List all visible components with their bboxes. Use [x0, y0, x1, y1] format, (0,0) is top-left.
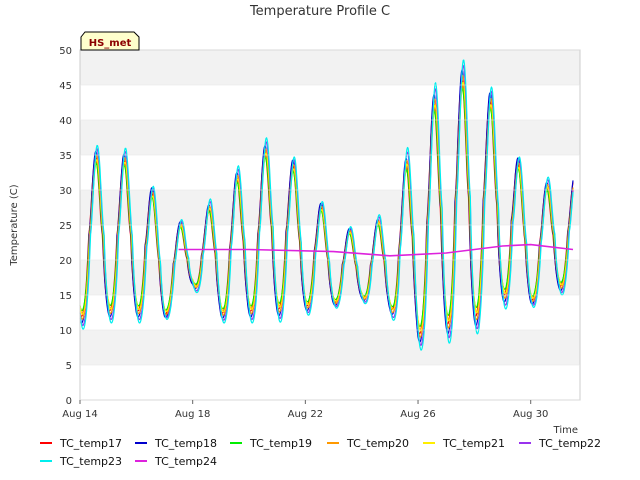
- y-tick-label: 0: [66, 396, 72, 407]
- y-tick-label: 20: [59, 256, 72, 267]
- legend-label: TC_temp21: [442, 437, 505, 450]
- legend-label: TC_temp18: [154, 437, 217, 450]
- legend-label: TC_temp22: [538, 437, 601, 450]
- x-axis-title: Time: [553, 425, 578, 436]
- x-tick-label: Aug 22: [288, 409, 323, 420]
- y-tick-label: 10: [59, 326, 72, 337]
- legend-label: TC_temp17: [59, 437, 122, 450]
- legend-label: TC_temp20: [346, 437, 409, 450]
- x-axis: Aug 14 Aug 18 Aug 22 Aug 26 Aug 30: [62, 400, 548, 420]
- y-tick-label: 15: [59, 291, 72, 302]
- x-tick-label: Aug 30: [513, 409, 548, 420]
- grid-band: [80, 120, 580, 155]
- legend-label: TC_temp23: [59, 455, 122, 468]
- legend: TC_temp17 TC_temp18 TC_temp19 TC_temp20 TC_t…: [40, 437, 601, 468]
- series-layer: [79, 59, 574, 351]
- y-tick-label: 25: [59, 221, 72, 232]
- y-tick-label: 35: [59, 151, 72, 162]
- y-tick-label: 5: [66, 361, 72, 372]
- x-tick-label: Aug 14: [62, 409, 97, 420]
- site-badge: HS_met: [80, 31, 140, 51]
- y-axis-title: Temperature (C): [9, 184, 20, 266]
- series-line-tc_temp24: [178, 243, 574, 257]
- x-tick-label: Aug 18: [175, 409, 210, 420]
- legend-label: TC_temp19: [249, 437, 312, 450]
- y-tick-label: 40: [59, 116, 72, 127]
- site-badge-label: HS_met: [89, 38, 132, 49]
- legend-label: TC_temp24: [154, 455, 217, 468]
- y-tick-label: 30: [59, 186, 72, 197]
- chart-title: Temperature Profile C: [249, 4, 390, 19]
- y-tick-label: 45: [59, 81, 72, 92]
- y-axis: 0 5 10 15 20 25 30 35 40 45 50: [59, 46, 580, 407]
- x-tick-label: Aug 26: [400, 409, 435, 420]
- y-tick-label: 50: [59, 46, 72, 57]
- grid-band: [80, 50, 580, 85]
- grid-band: [80, 330, 580, 365]
- series-line-tc_temp23: [79, 59, 574, 351]
